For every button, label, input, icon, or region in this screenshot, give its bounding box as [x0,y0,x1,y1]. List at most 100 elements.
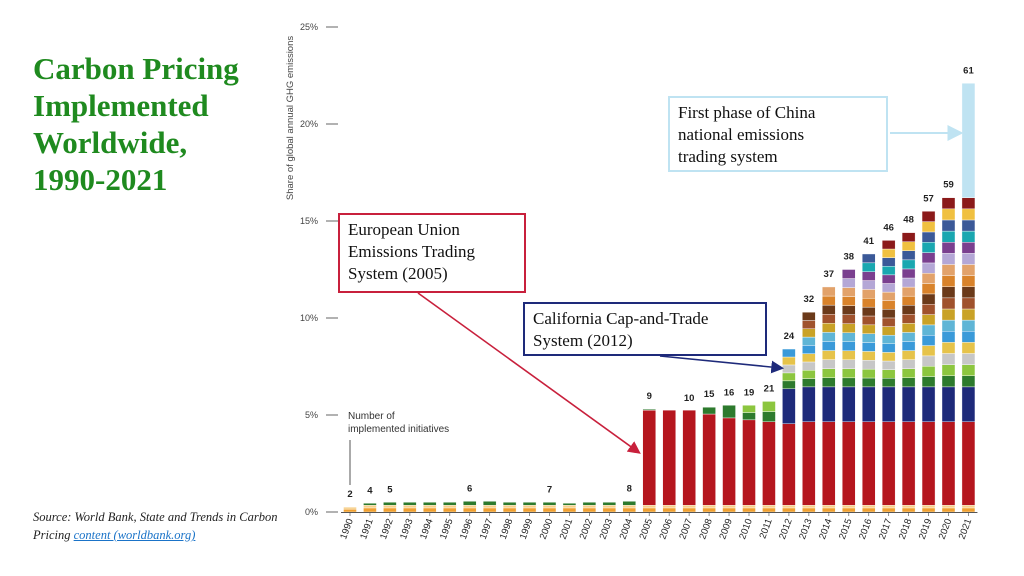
bar-segment-other [842,359,856,370]
bar-segment-other [941,230,956,243]
bar-segment-other [901,232,916,242]
callout-arrows [417,125,964,454]
bar-segment-other [842,323,856,333]
bar-segment-base [423,507,437,513]
bar-segment-california [921,386,936,422]
bar-segment-other [842,332,856,342]
bar-segment-other [941,297,956,310]
bar-segment-base [363,507,377,513]
bar-segment-other [862,271,876,281]
bar-segment-base [941,507,956,513]
bar-1999 [522,502,537,513]
arrow-california [659,355,785,374]
callout-line: Emissions Trading [348,242,476,261]
bar-segment-other [941,319,956,332]
bar-segment-base [961,507,976,513]
source-link[interactable]: content (worldbank.org) [73,528,196,542]
title-line: Carbon Pricing [33,51,239,86]
bar-segment-base [562,505,577,509]
bar-segment-other [961,242,976,254]
bar-segment-other [921,335,936,346]
bar-segment-other [881,317,896,327]
bar-segment-other [802,345,816,354]
bar-segment-other [941,353,956,365]
bar-segment-other [921,242,936,253]
bar-segment-base [862,505,876,509]
initiative-count-label: 10 [684,393,695,404]
y-tick-label: 10% [300,313,318,323]
bar-2003 [602,502,617,513]
y-axis-label-group: Share of global annual GHG emissions [285,36,296,200]
bar-segment-other [383,502,397,506]
bar-segment-other [901,241,916,251]
x-tick-label: 1994 [418,517,436,541]
bar-segment-other [862,280,876,290]
bar-2014 [822,286,836,513]
bar-segment-other [881,378,896,388]
bar-segment-other [921,304,936,315]
initiative-count-label: 7 [547,484,552,495]
callout-california: California Cap-and-Trade System (2012) [523,302,767,356]
bar-segment-base [842,507,856,513]
bar-segment-eu-ets [961,421,976,506]
bar-1996 [463,501,477,513]
bar-2015 [842,269,856,513]
x-tick-label: 2000 [538,517,556,541]
bar-segment-other [742,412,756,421]
bar-segment-other [782,364,796,374]
bar-segment-other [862,333,876,343]
x-tick-label: 1992 [378,517,396,541]
x-tick-label: 1996 [458,517,476,541]
bar-segment-other [363,503,377,506]
bar-segment-eu-ets [901,421,916,506]
note-line: Number of [348,411,395,422]
x-axis: 1990 1991 1992 1993 1994 1995 1996 1997 1998 1999… [338,512,978,541]
title-line: Implemented [33,88,209,123]
bar-2007 [682,409,696,513]
bar-segment-base [722,507,736,513]
bar-segment-other [881,300,896,310]
x-tick-label: 2014 [817,517,835,541]
bar-segment-base [921,507,936,513]
bar-segment-base [602,507,617,513]
bar-segment-base [482,505,497,509]
bar-1991 [363,503,377,513]
bar-segment-other [602,502,617,506]
bar-segment-other [961,364,976,376]
bar-segment-other [961,353,976,365]
bar-2005 [642,408,656,513]
bar-segment-other [562,503,577,506]
bar-segment-other [802,353,816,363]
bar-1993 [403,502,417,513]
bar-segment-eu-ets [822,421,836,506]
bar-segment-base [881,507,896,513]
bar-segment-california [822,386,836,422]
bar-segment-other [762,401,776,412]
initiative-count-label: 57 [923,193,934,204]
bar-segment-base [961,505,976,509]
bar-segment-base [522,507,537,513]
bar-segment-base [562,507,577,513]
bar-segment-base [742,505,756,509]
initiative-count-label: 24 [784,331,795,342]
bar-segment-other [822,332,836,342]
bar-segment-other [862,368,876,379]
bar-segment-other [782,380,796,390]
bar-segment-base [622,505,636,509]
bar-segment-other [862,315,876,326]
initiative-count-label: 16 [724,387,735,398]
bar-segment-china-ets [961,83,976,198]
bar-segment-other [802,378,816,388]
bar-segment-california [881,386,896,422]
bar-segment-base [862,507,876,513]
initiative-count-label: 32 [804,294,815,305]
bar-segment-other [862,289,876,299]
bar-2013 [802,311,816,513]
x-tick-label: 2002 [578,517,596,541]
bar-segment-base [782,505,796,509]
bar-segment-other [482,501,497,506]
bar-segment-other [961,208,976,221]
bar-segment-other [862,377,876,388]
initiative-count-label: 61 [963,65,974,76]
bar-2009 [722,405,736,513]
